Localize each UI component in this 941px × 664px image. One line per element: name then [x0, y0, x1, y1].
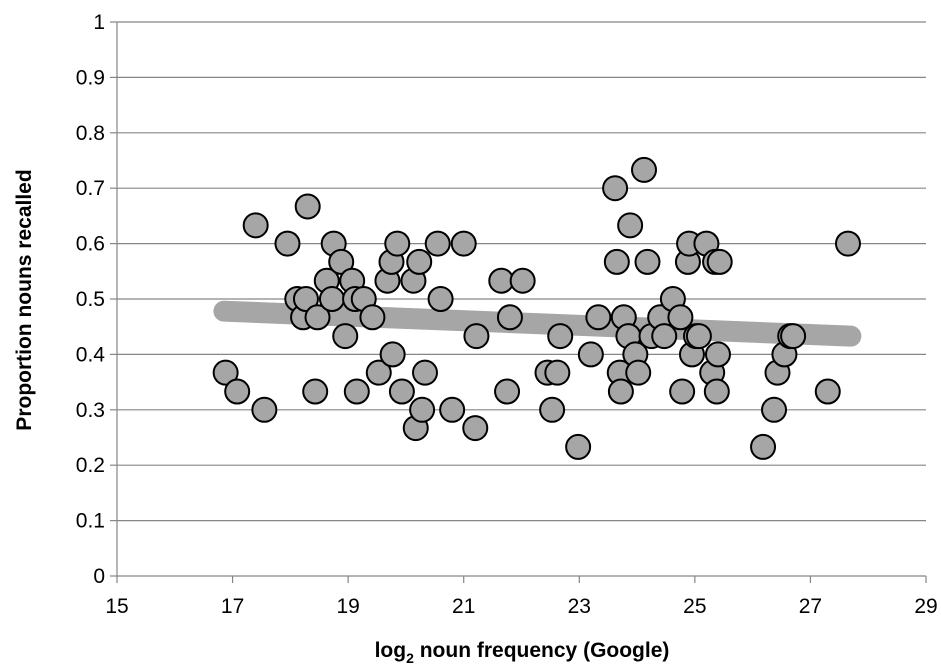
x-tick-label: 25 — [683, 595, 706, 618]
x-tick-labels: 15 17 19 21 23 25 27 29 — [105, 595, 937, 618]
x-tick-label: 19 — [336, 595, 359, 618]
y-tick-label: 0 — [93, 565, 105, 588]
data-point — [409, 396, 436, 423]
y-tick-label: 1 — [93, 11, 105, 34]
data-point — [750, 433, 777, 460]
data-point — [406, 248, 433, 275]
data-point — [547, 323, 574, 350]
y-tick-label: 0.4 — [76, 343, 106, 366]
data-point — [294, 193, 321, 220]
data-point — [651, 323, 678, 350]
y-tick-label: 0.1 — [76, 510, 105, 533]
data-point — [706, 248, 733, 275]
data-point — [780, 323, 807, 350]
data-point — [318, 286, 345, 312]
data-point — [685, 323, 712, 350]
data-point — [667, 304, 694, 331]
data-point — [703, 378, 730, 405]
data-point — [577, 341, 604, 368]
data-point — [212, 359, 239, 386]
data-point — [462, 415, 489, 442]
data-point — [224, 378, 251, 405]
data-point — [602, 175, 629, 202]
y-tick-label: 0.6 — [76, 233, 105, 256]
data-point — [509, 267, 536, 294]
data-point — [631, 156, 658, 183]
data-points — [212, 156, 861, 460]
data-point — [379, 341, 406, 368]
data-point — [494, 378, 521, 405]
data-point — [814, 378, 841, 405]
data-point — [292, 286, 319, 312]
x-tick-label: 17 — [221, 595, 244, 618]
data-point — [450, 230, 477, 257]
axes — [116, 22, 926, 577]
data-point — [625, 359, 652, 386]
data-point — [343, 378, 370, 405]
data-point — [411, 359, 438, 386]
y-tick-labels: 0 0.1 0.2 0.3 0.4 0.5 0.6 0.7 0.8 0.9 1 — [76, 11, 106, 588]
data-point — [544, 359, 571, 386]
y-tick-label: 0.7 — [76, 177, 105, 200]
y-tick-label: 0.3 — [76, 399, 105, 422]
x-tick-label: 29 — [914, 595, 937, 618]
x-tick-label: 15 — [105, 595, 128, 618]
data-point — [607, 378, 634, 405]
data-point — [359, 304, 386, 331]
data-point — [704, 341, 731, 368]
x-tick-label: 23 — [568, 595, 591, 618]
data-point — [304, 304, 331, 331]
data-point — [424, 230, 451, 257]
data-point — [761, 396, 788, 423]
data-point — [603, 248, 630, 275]
data-point — [332, 323, 359, 350]
data-point — [539, 396, 566, 423]
data-point — [427, 286, 454, 312]
data-point — [565, 433, 592, 460]
data-point — [365, 359, 392, 386]
data-point — [439, 396, 466, 423]
data-point — [496, 304, 523, 331]
y-tick-label: 0.9 — [76, 66, 105, 89]
x-tick-label: 21 — [452, 595, 475, 618]
x-axis-title: log2 noun frequency (Google) — [375, 639, 670, 664]
data-point — [302, 378, 329, 405]
data-point — [669, 378, 696, 405]
data-point — [834, 230, 861, 257]
data-point — [251, 396, 278, 423]
data-point — [384, 230, 411, 257]
x-tick-label: 27 — [799, 595, 822, 618]
y-axis-title: Proportion nouns recalled — [13, 169, 36, 430]
data-point — [388, 378, 415, 405]
data-point — [617, 212, 644, 239]
data-point — [242, 212, 269, 239]
data-point — [585, 304, 612, 331]
y-tick-label: 0.8 — [76, 122, 105, 145]
y-tick-label: 0.5 — [76, 288, 105, 311]
data-point — [274, 230, 301, 257]
data-point — [463, 323, 490, 350]
data-point — [634, 248, 661, 275]
y-tick-label: 0.2 — [76, 454, 105, 477]
